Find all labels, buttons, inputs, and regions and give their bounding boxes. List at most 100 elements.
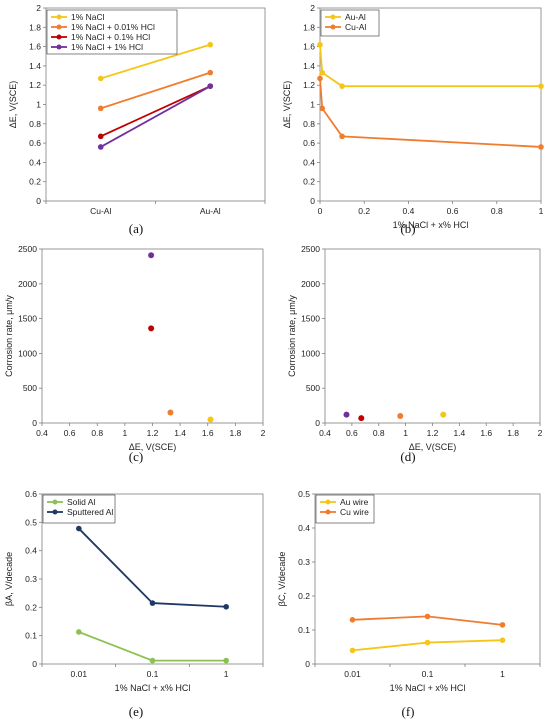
x-tick-label: 0.1 [147,669,159,679]
plot-area-frame [314,493,541,665]
x-tick-label: 0.2 [358,206,370,216]
data-point [499,637,506,643]
x-tick-label: 0.8 [491,206,503,216]
legend-swatch-marker [325,509,331,515]
chart-panel-3: 0 500 1000 1500 2000 2500 0.4 0.6 0.8 1 1.2 1.4 1.6 1… [287,244,543,464]
data-point [358,415,365,422]
legend-swatch-marker [56,44,62,50]
x-tick-label: 1.4 [453,428,465,438]
x-tick-label: 1 [224,669,229,679]
x-tick-label: 0.6 [64,428,76,438]
legend-swatch-marker [52,499,58,505]
legend-swatch-marker [330,24,336,30]
x-axis-label: 1% NaCl + x% HCl [390,683,466,693]
data-point [397,413,404,420]
legend-label: 1% NaCl + 1% HCl [71,42,143,52]
legend-label: 1% NaCl + 0.01% HCl [71,22,155,32]
y-tick-label: 0 [36,196,41,206]
y-tick-label: 0.8 [303,119,315,129]
y-tick-label: 2 [36,3,41,13]
y-tick-label: 0.6 [29,138,41,148]
plot-area-frame [41,248,264,424]
y-axis-label: βC, V/decade [277,552,287,607]
legend-label: Au wire [340,497,369,507]
data-point [424,613,431,620]
x-tick-label: 0.1 [422,669,434,679]
y-tick-label: 500 [306,383,320,393]
legend-box [315,494,375,524]
y-tick-label: 0 [310,196,315,206]
x-tick-label: 1 [539,206,544,216]
y-tick-label: 1.4 [303,61,315,71]
series-line [100,85,211,148]
series-line [319,78,542,148]
data-point [207,83,214,89]
legend-label: Cu wire [340,507,369,517]
y-tick-label: 0.6 [303,138,315,148]
data-point [317,75,323,82]
y-tick-label: 1000 [18,348,37,358]
data-point [499,622,506,628]
y-tick-label: 1.4 [29,61,41,71]
data-point [339,133,345,140]
x-tick-label: 0.8 [91,428,103,438]
data-point [97,105,104,112]
y-tick-label: 1.6 [303,42,315,52]
y-tick-label: 0.4 [303,157,315,167]
data-point [440,411,447,418]
data-point [97,133,104,140]
data-point [167,409,174,416]
y-tick-label: 2500 [18,244,37,254]
y-tick-label: 0.2 [29,177,41,187]
y-tick-label: 0.4 [25,546,37,556]
x-axis-label: ΔE, V(SCE) [129,442,177,452]
y-tick-label: 1.8 [29,22,41,32]
data-point [207,69,214,76]
x-tick-label: 0.01 [71,669,88,679]
x-axis-label: 1% NaCl + x% HCl [115,683,191,693]
legend-label: Solid Al [67,497,95,507]
y-tick-label: 0.3 [25,574,37,584]
legend-box [46,9,178,55]
y-tick-label: 0.2 [303,177,315,187]
x-tick-label: 0.6 [346,428,358,438]
x-tick-label: 0 [318,206,323,216]
data-point [207,416,214,423]
x-tick-label: 0.6 [447,206,459,216]
x-axis-label: 1% NaCl + x% HCl [393,220,469,230]
y-tick-label: 1000 [301,348,320,358]
y-tick-label: 0.4 [29,157,41,167]
y-axis-label: Corrosion rate, μm/y [287,295,297,377]
panel-caption: (d) [400,449,415,464]
panel-caption: (c) [129,449,143,464]
x-tick-label: 1.2 [147,428,159,438]
series-line [100,85,211,138]
legend-label: 1% NaCl + 0.1% HCl [71,32,150,42]
y-tick-label: 0.6 [25,489,37,499]
data-point [76,525,82,532]
y-tick-label: 500 [23,383,37,393]
data-point [339,83,345,89]
data-point [349,647,356,654]
y-axis-label: ΔE, V(SCE) [8,81,18,129]
x-tick-label: 0.4 [36,428,48,438]
data-point [97,144,104,150]
legend-swatch-marker [56,14,62,20]
x-tick-label: 1.6 [202,428,214,438]
legend-label: Au-Al [345,12,366,22]
x-tick-label: 0.8 [373,428,385,438]
legend-swatch-marker [325,499,331,505]
y-tick-label: 1.8 [303,22,315,32]
data-point [319,69,326,76]
data-point [538,83,544,89]
legend-swatch-marker [52,509,58,515]
x-tick-label: 1.6 [480,428,492,438]
x-tick-label: 1.2 [427,428,439,438]
y-tick-label: 1.2 [303,80,315,90]
y-tick-label: 1500 [18,314,37,324]
y-tick-label: 0.5 [298,489,310,499]
legend-box [320,9,380,37]
chart-panel-5: 0 0.1 0.2 0.3 0.4 0.5 0.01 0.1 1 1% NaCl + x% HCl… [277,489,541,719]
series-line [78,527,227,608]
